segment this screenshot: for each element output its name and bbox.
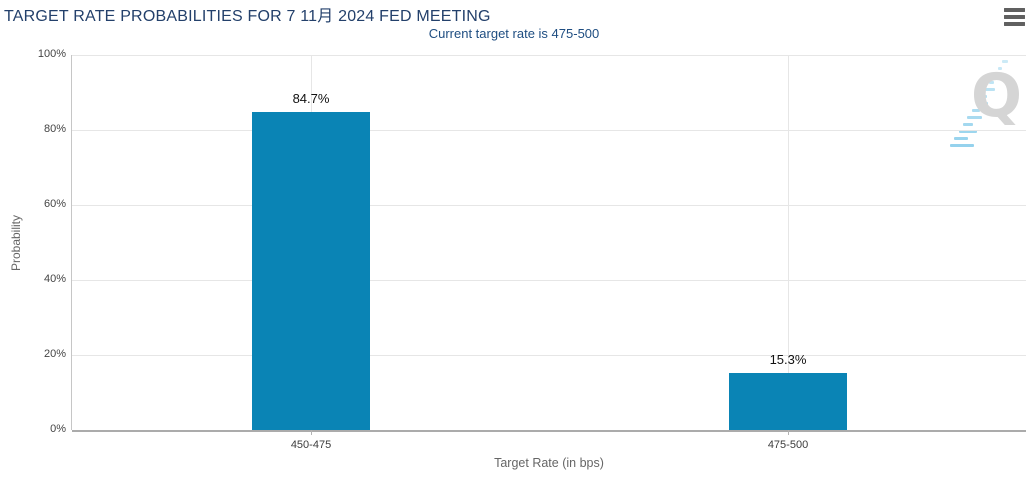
x-axis-tick (311, 430, 312, 435)
watermark-logo: Q (946, 58, 1026, 148)
y-axis-tick-label: 0% (50, 423, 66, 435)
watermark-dash (976, 102, 988, 105)
y-gridline (72, 355, 1026, 356)
hamburger-icon (1003, 22, 1025, 26)
watermark-q-letter: Q (970, 61, 1022, 131)
watermark-dash (985, 88, 995, 91)
y-gridline (72, 130, 1026, 131)
chart-title: TARGET RATE PROBABILITIES FOR 7 11月 2024… (4, 8, 491, 25)
watermark-dash (950, 144, 974, 147)
bar-value-label: 15.3% (769, 351, 807, 367)
y-gridline (72, 280, 1026, 281)
chart-subtitle: Current target rate is 475-500 (428, 26, 600, 41)
x-axis-tick-label: 475-500 (767, 439, 809, 451)
watermark-dash (993, 74, 1001, 77)
watermark-dash (1002, 60, 1008, 63)
bar-450-475[interactable] (252, 112, 370, 430)
y-axis-line (71, 55, 72, 430)
y-gridline (72, 55, 1026, 56)
watermark-dash (989, 81, 994, 84)
y-axis-tick-label: 40% (43, 273, 66, 285)
y-axis-tick-label: 80% (43, 123, 66, 135)
x-axis-line (72, 430, 1026, 432)
x-axis-tick (788, 430, 789, 435)
watermark-dash (967, 116, 982, 119)
watermark-dash (963, 123, 973, 126)
watermark-dash (998, 67, 1002, 70)
y-axis-tick-label: 60% (43, 198, 66, 210)
bar-value-label: 84.7% (292, 91, 330, 107)
x-axis-tick-label: 450-475 (290, 439, 332, 451)
y-axis-tick-label: 20% (43, 348, 66, 360)
hamburger-icon (1003, 15, 1025, 19)
y-axis-tick-label: 100% (37, 48, 66, 60)
y-axis-title: Probability (9, 214, 23, 272)
watermark-dash (954, 137, 968, 140)
watermark-dash (980, 95, 987, 98)
bar-475-500[interactable] (729, 372, 847, 430)
y-gridline (72, 205, 1026, 206)
hamburger-icon (1003, 8, 1025, 12)
context-menu-button[interactable] (1003, 7, 1025, 27)
x-axis-title: Target Rate (in bps) (494, 456, 604, 470)
x-gridline (788, 55, 789, 430)
watermark-dash (972, 109, 980, 112)
